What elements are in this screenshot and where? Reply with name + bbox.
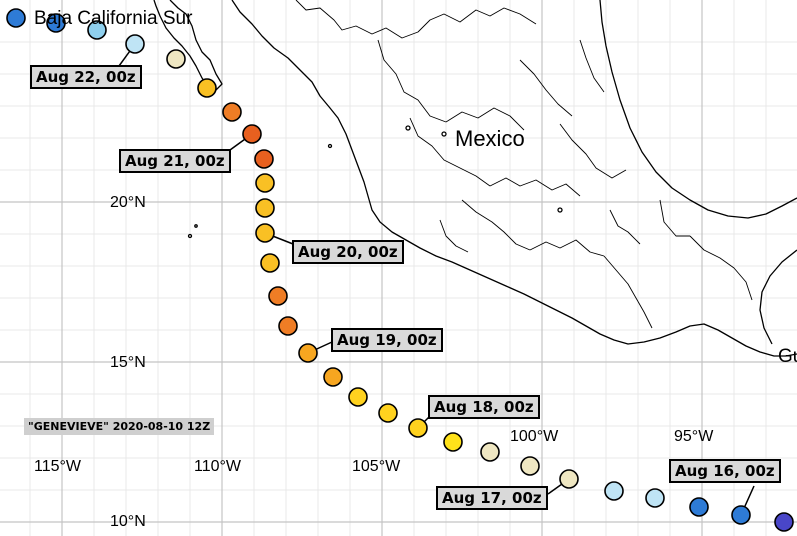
lat-label-20n: 20°N (110, 194, 146, 211)
lon-label-115w: 115°W (34, 458, 82, 475)
track-label-aug-20: Aug 20, 00z (292, 240, 404, 264)
track-point (689, 497, 709, 517)
storm-track (6, 8, 794, 532)
track-point (378, 403, 398, 423)
storm-id-label: "GENEVIEVE" 2020-08-10 12Z (24, 418, 215, 435)
lon-label-95w: 95°W (674, 428, 714, 445)
track-point (222, 102, 242, 122)
track-label-aug-21: Aug 21, 00z (119, 149, 231, 173)
track-label-aug-22: Aug 22, 00z (30, 65, 142, 89)
track-label-aug-17: Aug 17, 00z (436, 486, 548, 510)
track-point (278, 316, 298, 336)
track-label-aug-19: Aug 19, 00z (331, 328, 443, 352)
land-outline (153, 0, 797, 357)
island (441, 131, 447, 137)
track-point (604, 481, 624, 501)
track-label-aug-16: Aug 16, 00z (669, 459, 781, 483)
southeast-coast (759, 249, 797, 345)
island (194, 224, 198, 228)
lat-label-15n: 15°N (110, 354, 146, 371)
track-point (443, 432, 463, 452)
track-point (125, 34, 145, 54)
track-point (268, 286, 288, 306)
track-point (731, 505, 751, 525)
region-guatemala-partial: Gu (778, 346, 797, 367)
track-point (298, 343, 318, 363)
track-point (408, 418, 428, 438)
track-point (255, 173, 275, 193)
island (327, 143, 333, 149)
track-point (255, 198, 275, 218)
track-point (260, 253, 280, 273)
region-baja-california-sur: Baja California Sur (34, 8, 193, 29)
track-point (348, 387, 368, 407)
track-point (46, 13, 66, 33)
state-borders (295, 0, 753, 329)
track-point (480, 442, 500, 462)
island (187, 233, 193, 239)
lon-label-100w: 100°W (510, 428, 559, 445)
lon-label-105w: 105°W (352, 458, 401, 475)
track-label-aug-18: Aug 18, 00z (428, 395, 540, 419)
gulf-coast (599, 0, 797, 219)
track-point (87, 20, 107, 40)
track-point (559, 469, 579, 489)
track-point (6, 8, 26, 28)
lon-label-110w: 110°W (194, 458, 242, 475)
track-point (242, 124, 262, 144)
mainland-coast (231, 0, 797, 357)
track-point (645, 488, 665, 508)
track-point (254, 149, 274, 169)
track-point (774, 512, 794, 532)
track-point (323, 367, 343, 387)
track-point (166, 49, 186, 69)
track-point (255, 223, 275, 243)
track-point (197, 78, 217, 98)
track-point (520, 456, 540, 476)
lat-label-10n: 10°N (110, 513, 146, 530)
region-mexico: Mexico (455, 126, 525, 151)
island (405, 125, 411, 131)
label-leaders (118, 43, 755, 516)
island (557, 207, 563, 213)
